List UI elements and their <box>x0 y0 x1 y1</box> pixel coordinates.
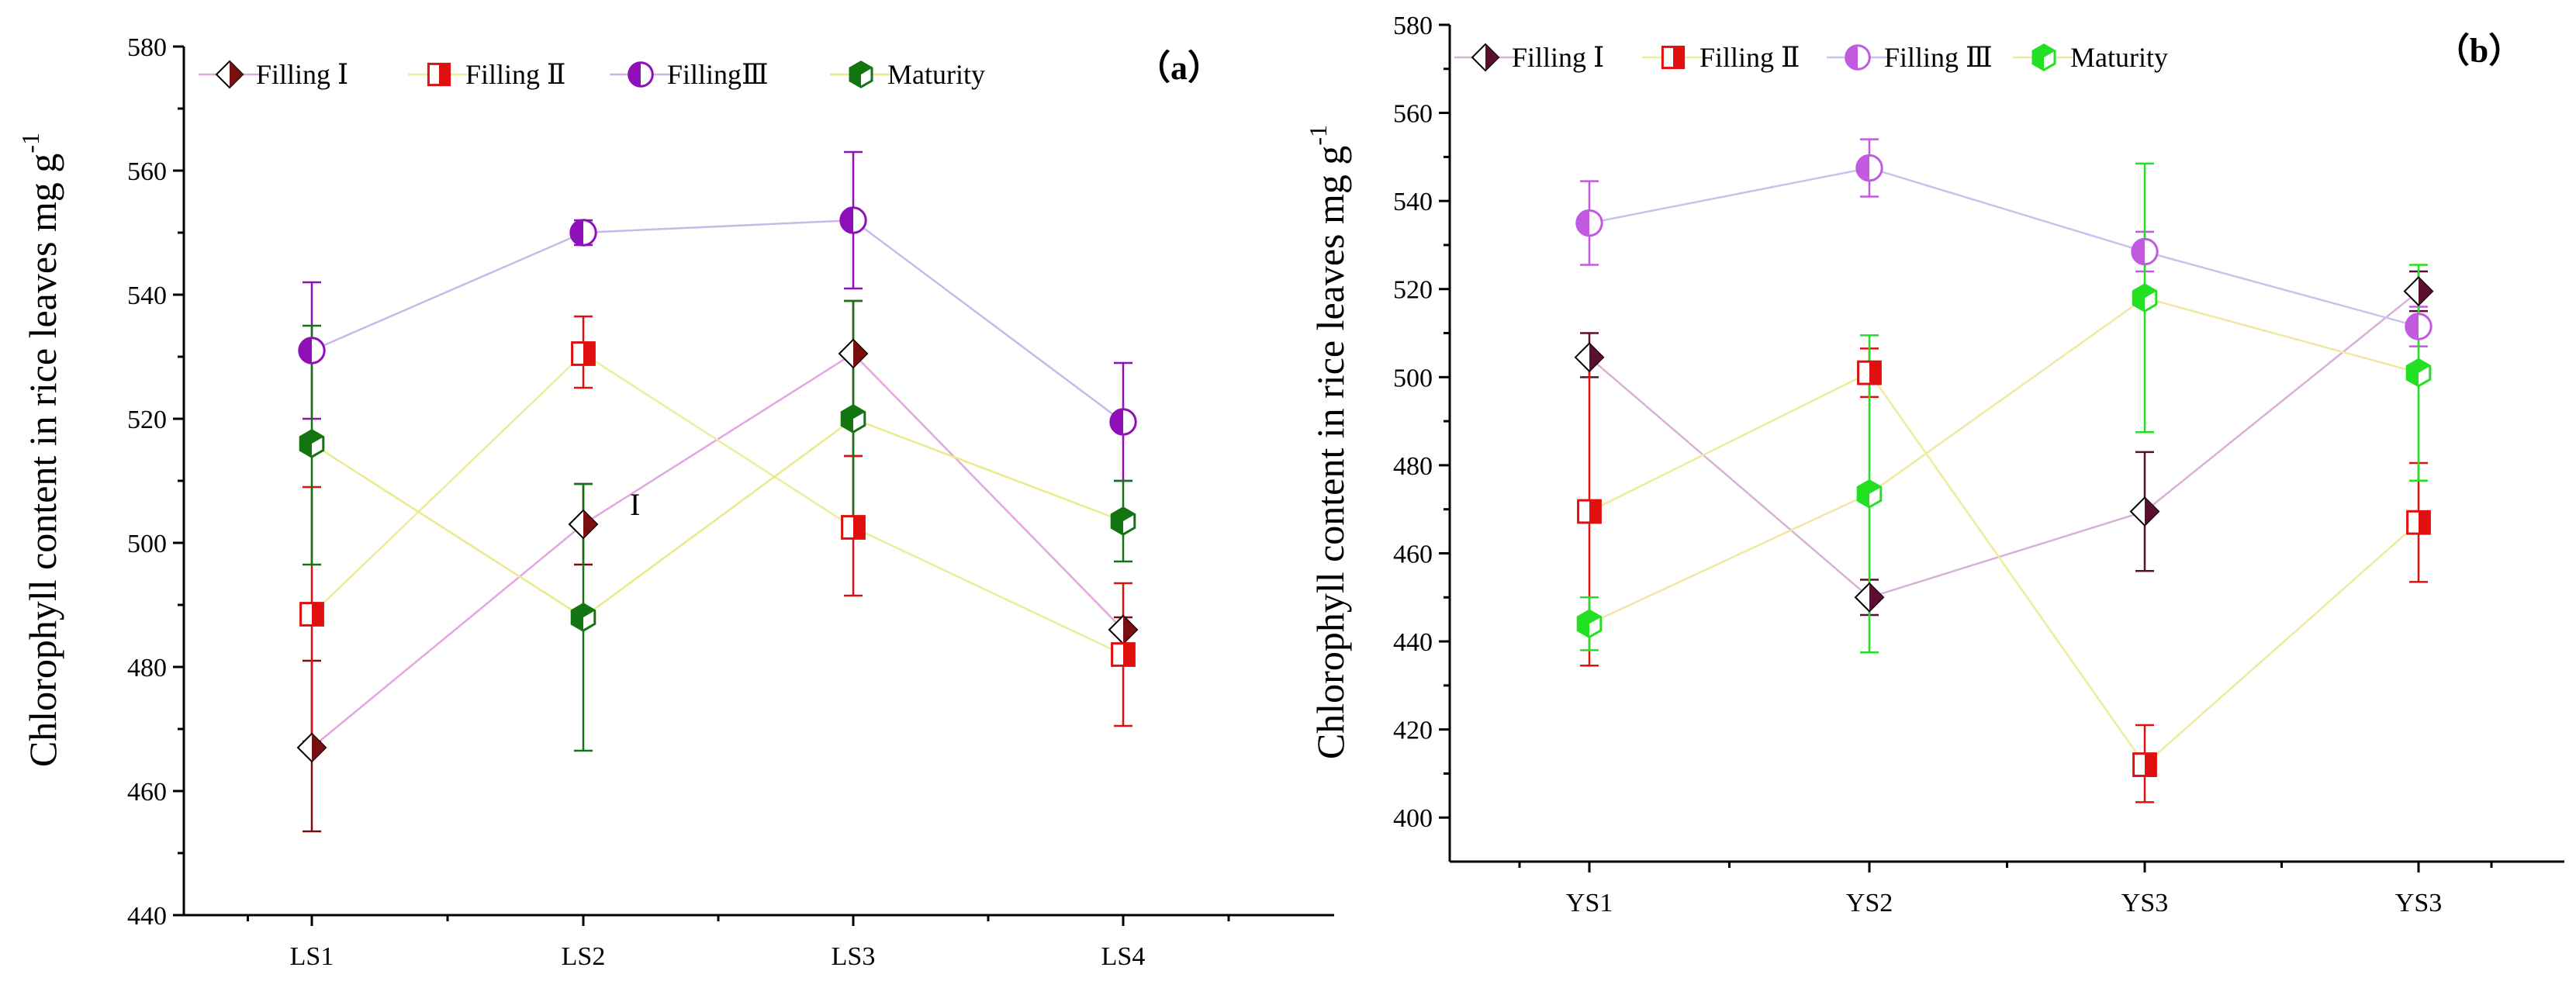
data-point-1-3 <box>1111 642 1136 667</box>
y-tick-label: 500 <box>1393 364 1433 392</box>
y-tick-label: 560 <box>1393 100 1433 129</box>
series-line-2 <box>311 219 1124 423</box>
data-point-3-0 <box>1576 609 1603 639</box>
data-point-3-1 <box>1856 478 1883 509</box>
y-tick-label: 560 <box>127 157 167 186</box>
annotation-label: I <box>630 487 640 522</box>
data-point-2-0 <box>298 337 326 364</box>
data-point-1-1 <box>1857 360 1882 385</box>
legend-marker-0 <box>1471 43 1500 72</box>
data-point-1-0 <box>1577 499 1602 524</box>
data-point-1-2 <box>2132 752 2157 777</box>
data-point-0-2 <box>2129 496 2160 527</box>
data-point-2-0 <box>1575 209 1603 237</box>
legend-label-1: Filling Ⅱ <box>465 59 566 90</box>
legend-marker-2 <box>628 61 654 88</box>
legend: Filling Ⅰ Filling Ⅱ Filling Ⅲ Maturity <box>1454 42 2168 73</box>
legend-marker-1 <box>1661 45 1686 70</box>
y-tick-label: 520 <box>1393 276 1433 305</box>
legend-label-2: Filling Ⅲ <box>1884 42 1993 73</box>
data-point-2-2 <box>2131 237 2159 266</box>
data-point-0-3 <box>2403 276 2434 306</box>
series-line-1 <box>311 352 1124 656</box>
data-point-3-2 <box>2132 283 2158 313</box>
x-tick-label: YS1 <box>1566 889 1613 917</box>
series-line-1 <box>1589 371 2419 766</box>
x-tick-label: LS2 <box>562 942 606 971</box>
y-tick-label: 440 <box>127 902 167 931</box>
x-tick-label: LS1 <box>290 942 334 971</box>
series-line-0 <box>311 352 1124 748</box>
legend-marker-1 <box>427 62 451 87</box>
x-tick-label: LS4 <box>1101 942 1146 971</box>
data-point-2-3 <box>2405 313 2433 340</box>
data-point-0-2 <box>838 338 869 369</box>
panel-label: （b） <box>2436 32 2522 70</box>
data-point-2-1 <box>1855 154 1883 182</box>
y-tick-label: 400 <box>1393 804 1433 833</box>
y-tick-label: 540 <box>127 282 167 310</box>
y-tick-label: 540 <box>1393 188 1433 216</box>
data-point-1-3 <box>2406 510 2431 535</box>
data-point-0-1 <box>1854 582 1885 613</box>
data-point-3-1 <box>570 603 596 632</box>
data-point-0-0 <box>296 732 327 763</box>
x-tick-label: LS3 <box>832 942 876 971</box>
y-axis-label: Chlorophyll content in rice leaves mg g-… <box>16 133 64 767</box>
data-point-1-1 <box>571 341 596 366</box>
y-axis-label-superscript: -1 <box>1304 125 1332 146</box>
data-point-3-2 <box>840 404 866 434</box>
data-point-2-3 <box>1109 408 1137 436</box>
data-point-1-2 <box>841 515 866 540</box>
y-tick-label: 500 <box>127 530 167 558</box>
data-point-2-2 <box>839 206 867 234</box>
y-tick-label: 440 <box>1393 628 1433 657</box>
x-tick-label: YS2 <box>1846 889 1893 917</box>
panel-label: （a） <box>1136 49 1222 87</box>
legend-label-3: Maturity <box>2070 42 2168 73</box>
y-tick-label: 480 <box>1393 452 1433 481</box>
data-point-2-1 <box>569 219 597 247</box>
x-tick-label: YS3 <box>2121 889 2168 917</box>
legend-label-3: Maturity <box>887 59 985 90</box>
data-point-3-3 <box>2405 358 2432 388</box>
y-tick-label: 480 <box>127 654 167 682</box>
legend-label-1: Filling Ⅱ <box>1699 42 1800 73</box>
chart-panel-a: 440 460 480 500 520 540 560 580 LS1 LS2 LS3 LS4 Chlo… <box>16 33 1334 971</box>
series-line-3 <box>311 417 1124 619</box>
y-tick-label: 420 <box>1393 717 1433 745</box>
y-tick-label: 580 <box>127 33 167 62</box>
data-point-0-3 <box>1108 614 1139 645</box>
legend-marker-2 <box>1845 44 1871 71</box>
series-line-3 <box>1589 296 2419 625</box>
legend-marker-0 <box>215 60 244 89</box>
y-tick-label: 520 <box>127 406 167 434</box>
y-axis-label-superscript: -1 <box>16 133 44 154</box>
y-tick-label: 460 <box>1393 540 1433 568</box>
data-point-3-3 <box>1110 506 1136 536</box>
legend-label-0: Filling Ⅰ <box>1512 42 1604 73</box>
legend: Filling Ⅰ Filling Ⅱ FillingⅢ Maturity <box>199 59 985 90</box>
x-tick-label: YS3 <box>2395 889 2442 917</box>
chart-panel-b: 400 420 440 460 480 500 520 540 560 580 YS1 YS2 YS3 Y… <box>1304 12 2564 917</box>
series-line-0 <box>1589 290 2419 599</box>
y-tick-label: 580 <box>1393 12 1433 40</box>
data-point-0-1 <box>568 509 599 540</box>
legend-label-2: FillingⅢ <box>667 59 769 90</box>
data-point-0-0 <box>1574 342 1605 373</box>
series-line-2 <box>1589 167 2419 328</box>
legend-marker-3 <box>849 60 873 88</box>
legend-marker-3 <box>2031 43 2056 71</box>
y-tick-label: 460 <box>127 778 167 807</box>
data-point-1-0 <box>299 602 324 627</box>
legend-label-0: Filling Ⅰ <box>256 59 348 90</box>
y-axis-label: Chlorophyll content in rice leaves mg g-… <box>1304 125 1352 759</box>
data-point-3-0 <box>299 429 325 458</box>
